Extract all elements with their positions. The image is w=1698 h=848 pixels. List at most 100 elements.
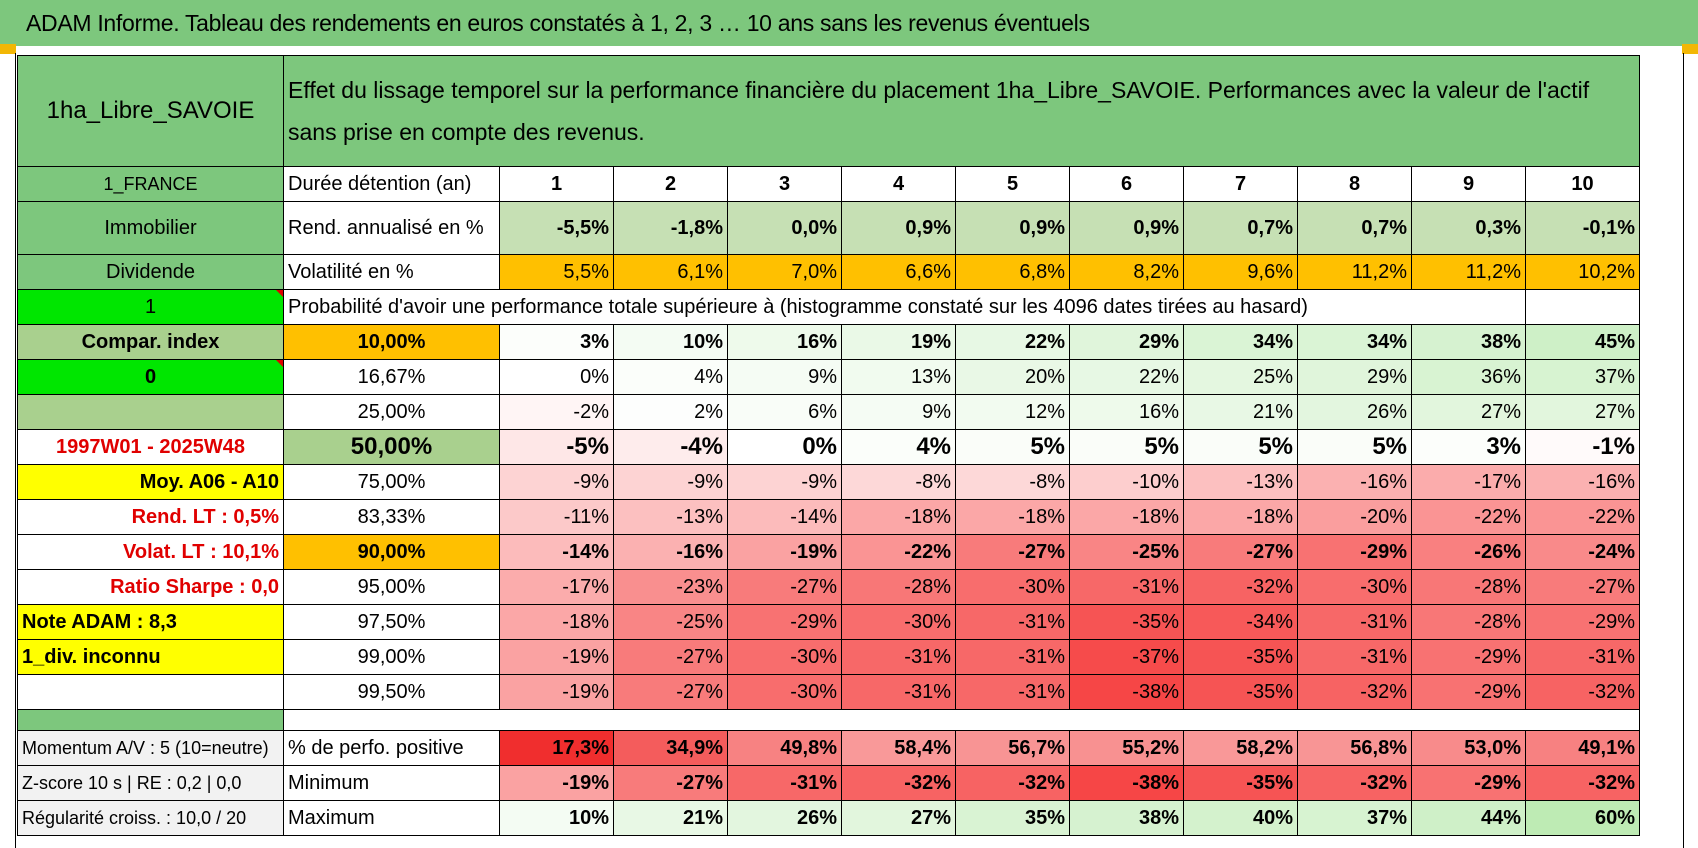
max-cell: 37% xyxy=(1297,800,1412,836)
rend-label: Rend. annualisé en % xyxy=(283,201,500,255)
sharpe-label: Ratio Sharpe : 0,0 xyxy=(17,569,284,605)
quantile-cell: -32% xyxy=(1183,569,1298,605)
quantile-cell: -31% xyxy=(1297,639,1412,675)
pos-cell: 56,7% xyxy=(955,730,1070,766)
quantile-cell: -34% xyxy=(1183,604,1298,640)
max-cell: 40% xyxy=(1183,800,1298,836)
summary-label: Maximum xyxy=(283,800,500,836)
selector-0-cell[interactable]: 0 xyxy=(17,359,284,395)
selector-1-cell[interactable]: 1 xyxy=(17,289,284,325)
quantile-cell: -14% xyxy=(499,534,614,570)
quantile-cell: -16% xyxy=(613,534,728,570)
quantile-cell: -16% xyxy=(1525,464,1640,500)
quantile-cell: 38% xyxy=(1411,324,1526,360)
quantile-cell: -31% xyxy=(1525,639,1640,675)
quantile-cell: -31% xyxy=(955,604,1070,640)
volat-cell: 10,2% xyxy=(1525,254,1640,290)
table-frame xyxy=(15,53,1684,848)
proba-label: Probabilité d'avoir une performance tota… xyxy=(283,289,1412,325)
year-header: 9 xyxy=(1411,166,1526,202)
country-label: 1_FRANCE xyxy=(17,166,284,202)
quantile-cell: 9% xyxy=(841,394,956,430)
quantile-cell: -27% xyxy=(613,674,728,710)
volat-cell: 5,5% xyxy=(499,254,614,290)
quantile-cell: -18% xyxy=(1183,499,1298,535)
summary-side-label: Régularité croiss. : 10,0 / 20 xyxy=(17,800,284,836)
quantile-row: Ratio Sharpe : 0,0 95,00% -17% -23% -27% -28%… xyxy=(17,569,1640,605)
min-cell: -32% xyxy=(955,765,1070,801)
pos-cell: 58,4% xyxy=(841,730,956,766)
rend-cell: 0,9% xyxy=(841,201,956,255)
quantile-cell: -4% xyxy=(613,429,728,465)
empty-cell xyxy=(17,674,284,710)
rend-cell: -5,5% xyxy=(499,201,614,255)
max-cell: 44% xyxy=(1411,800,1526,836)
quantile-cell: 29% xyxy=(1069,324,1184,360)
volat-lt-label: Volat. LT : 10,1% xyxy=(17,534,284,570)
volat-cell: 6,1% xyxy=(613,254,728,290)
max-cell: 26% xyxy=(727,800,842,836)
quantile-label: 16,67% xyxy=(283,359,500,395)
quantile-cell: -38% xyxy=(1069,674,1184,710)
quantile-cell: -32% xyxy=(1525,674,1640,710)
min-cell: -31% xyxy=(727,765,842,801)
corner-marker-right xyxy=(1682,44,1698,54)
quantile-cell: -19% xyxy=(727,534,842,570)
quantile-cell: 6% xyxy=(727,394,842,430)
proba-row: 1 Probabilité d'avoir une performance to… xyxy=(17,289,1640,325)
div-label: 1_div. inconnu xyxy=(17,639,284,675)
quantile-cell: 13% xyxy=(841,359,956,395)
quantile-cell: -29% xyxy=(1525,604,1640,640)
min-cell: -32% xyxy=(1297,765,1412,801)
quantile-row: Note ADAM : 8,3 97,50% -18% -25% -29% -30% -31… xyxy=(17,604,1640,640)
max-cell: 27% xyxy=(841,800,956,836)
quantile-cell: -28% xyxy=(1411,569,1526,605)
year-header: 2 xyxy=(613,166,728,202)
summary-side-label: Z-score 10 s | RE : 0,2 | 0,0 xyxy=(17,765,284,801)
quantile-cell: 29% xyxy=(1297,359,1412,395)
min-cell: -29% xyxy=(1411,765,1526,801)
summary-row: Régularité croiss. : 10,0 / 20 Maximum 10%… xyxy=(17,800,1640,836)
year-header: 7 xyxy=(1183,166,1298,202)
quantile-label: 75,00% xyxy=(283,464,500,500)
volat-cell: 7,0% xyxy=(727,254,842,290)
quantile-cell: -25% xyxy=(1069,534,1184,570)
summary-side-label: Momentum A/V : 5 (10=neutre) xyxy=(17,730,284,766)
year-header: 8 xyxy=(1297,166,1412,202)
quantile-cell: 34% xyxy=(1297,324,1412,360)
quantile-cell: -29% xyxy=(1411,674,1526,710)
returns-table: 1ha_Libre_SAVOIE Effet du lissage tempor… xyxy=(17,55,1640,836)
quantile-cell: 34% xyxy=(1183,324,1298,360)
year-header: 10 xyxy=(1525,166,1640,202)
quantile-row: 0 16,67% 0% 4% 9% 13% 20% 22% 25% 29% 36% 37% xyxy=(17,359,1640,395)
quantile-cell: -26% xyxy=(1411,534,1526,570)
gap-empty xyxy=(283,709,1640,731)
dividend-label: Dividende xyxy=(17,254,284,290)
quantile-cell: 0% xyxy=(727,429,842,465)
quantile-cell: 20% xyxy=(955,359,1070,395)
pos-cell: 49,1% xyxy=(1525,730,1640,766)
quantile-cell: -18% xyxy=(1069,499,1184,535)
quantile-cell: -32% xyxy=(1297,674,1412,710)
quantile-row: 99,50% -19% -27% -30% -31% -31% -38% -35% -32% -2… xyxy=(17,674,1640,710)
quantile-cell: -35% xyxy=(1183,674,1298,710)
year-header: 6 xyxy=(1069,166,1184,202)
pos-cell: 55,2% xyxy=(1069,730,1184,766)
quantile-row: Moy. A06 - A10 75,00% -9% -9% -9% -8% -8% -10% -… xyxy=(17,464,1640,500)
quantile-cell: 5% xyxy=(955,429,1070,465)
volat-cell: 11,2% xyxy=(1297,254,1412,290)
gap-green xyxy=(17,709,284,731)
quantile-row: 1997W01 - 2025W48 50,00% -5% -4% 0% 4% 5% 5% 5% 5… xyxy=(17,429,1640,465)
quantile-cell: -20% xyxy=(1297,499,1412,535)
volat-cell: 8,2% xyxy=(1069,254,1184,290)
quantile-cell: 12% xyxy=(955,394,1070,430)
quantile-cell: -35% xyxy=(1069,604,1184,640)
period-label: 1997W01 - 2025W48 xyxy=(17,429,284,465)
report-title: ADAM Informe. Tableau des rendements en … xyxy=(0,0,1698,46)
quantile-cell: -35% xyxy=(1183,639,1298,675)
quantile-cell: -31% xyxy=(955,674,1070,710)
quantile-label: 10,00% xyxy=(283,324,500,360)
quantile-cell: -28% xyxy=(841,569,956,605)
summary-label: % de perfo. positive xyxy=(283,730,500,766)
